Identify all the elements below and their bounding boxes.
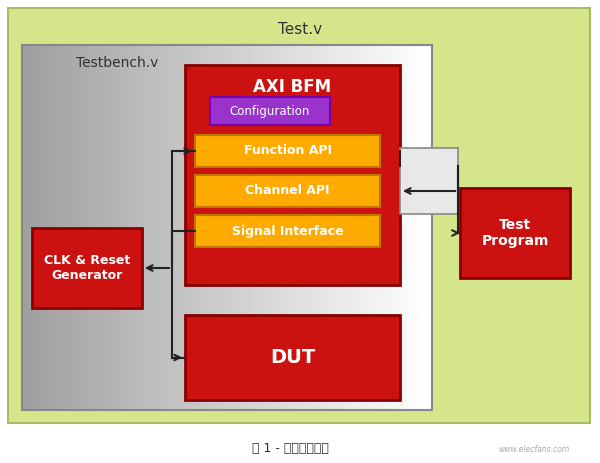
Bar <box>210 97 330 125</box>
Bar <box>195 175 380 207</box>
Text: CLK & Reset
Generator: CLK & Reset Generator <box>44 254 130 282</box>
Bar <box>400 148 458 214</box>
Bar <box>195 135 380 167</box>
Text: AXI BFM: AXI BFM <box>253 78 332 96</box>
Text: Signal Interface: Signal Interface <box>232 225 343 238</box>
Bar <box>185 315 400 400</box>
Bar <box>185 65 400 285</box>
Text: Testbench.v: Testbench.v <box>76 56 158 70</box>
Text: DUT: DUT <box>270 348 315 367</box>
Bar <box>8 8 590 423</box>
Bar <box>460 188 570 278</box>
Bar <box>195 215 380 247</box>
Bar <box>32 228 142 308</box>
Text: Configuration: Configuration <box>230 105 310 118</box>
Bar <box>22 45 432 410</box>
Text: www.elecfans.com: www.elecfans.com <box>499 445 570 455</box>
Text: Test.v: Test.v <box>278 23 322 38</box>
Text: Channel API: Channel API <box>245 184 330 198</box>
Text: Test
Program: Test Program <box>481 218 548 248</box>
Text: 图 1 - 测试系统结构: 图 1 - 测试系统结构 <box>251 442 328 455</box>
Text: Function API: Function API <box>244 144 331 157</box>
